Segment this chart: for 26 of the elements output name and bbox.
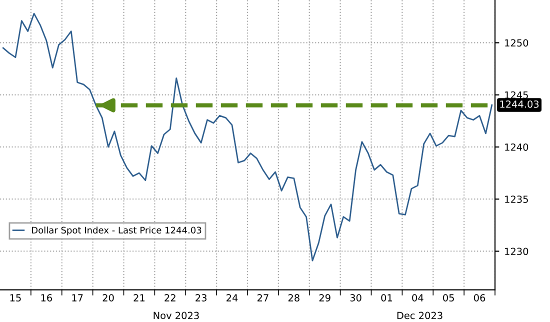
x-tick-label: 17 bbox=[72, 294, 83, 302]
text: Nov 2023 bbox=[154, 312, 199, 320]
x-tick-label: 30 bbox=[350, 294, 362, 302]
y-tick-label: 1250 bbox=[505, 39, 528, 47]
x-tick-label: 22 bbox=[164, 294, 176, 302]
x-tick-label: 20 bbox=[102, 294, 114, 302]
text: Dec 2023 bbox=[397, 312, 442, 320]
data-label: 1244.03 bbox=[500, 100, 539, 108]
x-tick-label: 27 bbox=[257, 294, 268, 302]
x-tick-label: 24 bbox=[226, 294, 238, 302]
x-tick-label: 15 bbox=[10, 294, 21, 302]
x-tick-label: 04 bbox=[412, 294, 424, 302]
y-tick-label: 1245 bbox=[505, 91, 528, 99]
line-series bbox=[2, 12, 493, 262]
x-tick-label: 28 bbox=[288, 294, 300, 302]
x-tick-label: 23 bbox=[196, 294, 206, 302]
x-tick-label: 05 bbox=[443, 294, 454, 302]
legend-label: Dollar Spot Index - Last Price 1244.03 bbox=[32, 226, 202, 236]
x-tick-label: 29 bbox=[319, 294, 330, 302]
y-tick-label: 1240 bbox=[505, 143, 528, 151]
y-tick-label: 1235 bbox=[505, 196, 528, 203]
y-tick-label: 1230 bbox=[505, 248, 528, 256]
x-tick-label: 01 bbox=[381, 294, 392, 302]
x-tick-label: 06 bbox=[474, 294, 486, 302]
x-tick-label: 21 bbox=[134, 294, 145, 302]
x-tick-label: 16 bbox=[41, 294, 52, 302]
